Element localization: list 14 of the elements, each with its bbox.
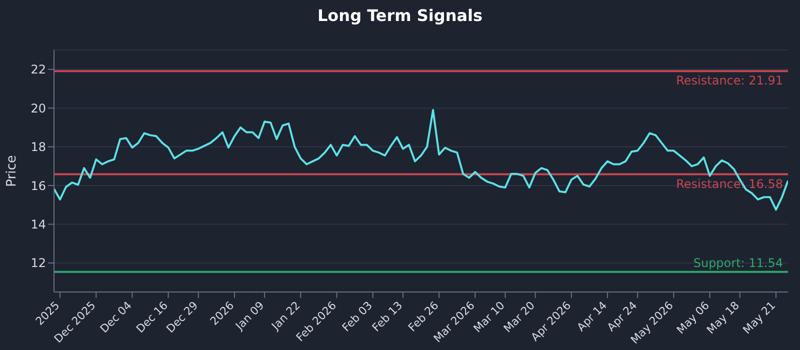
x-tick-label: Dec 04 (98, 298, 134, 336)
x-tick-label: Apr 14 (574, 298, 610, 334)
y-tick-label: 20 (30, 101, 46, 116)
y-tick-label: 12 (30, 256, 46, 270)
chart-title: Long Term Signals (316, 5, 484, 27)
ref-line-label: Resistance: 21.91 (676, 74, 783, 88)
y-tick-label: 18 (30, 140, 46, 154)
y-tick-label: 14 (30, 218, 46, 232)
y-axis-title: Price (4, 155, 20, 187)
line-series (54, 109, 788, 211)
x-tick-label: Jan 09 (232, 298, 267, 334)
y-tick-label: 22 (30, 62, 46, 77)
y-tick-label: 16 (30, 178, 46, 193)
ref-line-label: Support: 11.54 (693, 256, 783, 270)
